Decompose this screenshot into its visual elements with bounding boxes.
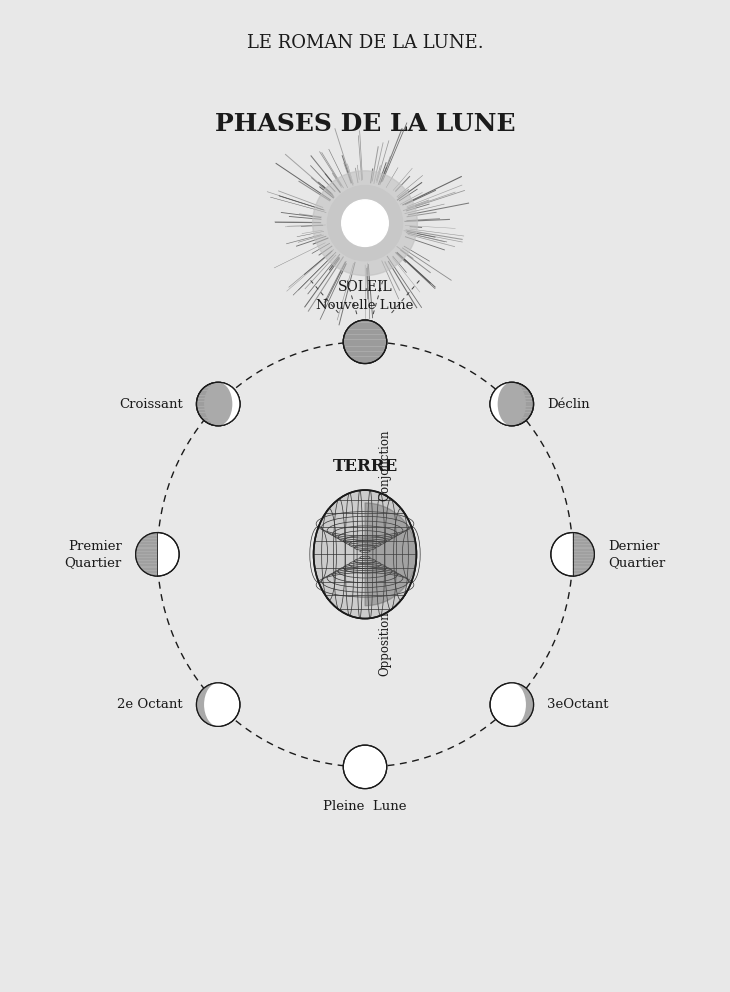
Circle shape [196,682,240,726]
Text: Pleine  Lune: Pleine Lune [323,801,407,813]
Text: Nouvelle Lune: Nouvelle Lune [316,300,414,312]
Text: LE ROMAN DE LA LUNE.: LE ROMAN DE LA LUNE. [247,35,483,53]
Wedge shape [196,682,218,726]
Text: Croissant: Croissant [119,398,182,411]
Ellipse shape [204,382,232,426]
Circle shape [312,171,418,276]
Text: SOLEIL: SOLEIL [338,281,393,295]
Circle shape [196,382,240,426]
Wedge shape [572,533,594,576]
Circle shape [136,533,179,576]
Circle shape [490,382,534,426]
Wedge shape [512,682,534,726]
Text: TERRE: TERRE [332,458,398,475]
Circle shape [343,745,387,789]
Text: 3eOctant: 3eOctant [548,698,609,711]
Text: Dernier
Quartier: Dernier Quartier [608,540,666,568]
Circle shape [328,186,402,261]
Circle shape [490,682,534,726]
Text: Conjonction: Conjonction [379,430,392,501]
Circle shape [490,382,534,426]
Text: Premier
Quartier: Premier Quartier [64,540,122,568]
Text: 2e Octant: 2e Octant [117,698,182,711]
Ellipse shape [498,682,526,726]
Wedge shape [365,503,416,606]
Wedge shape [218,382,240,426]
Text: Déclin: Déclin [548,398,590,411]
Circle shape [342,199,388,246]
Circle shape [343,320,387,363]
Circle shape [196,382,240,426]
Text: PHASES DE LA LUNE: PHASES DE LA LUNE [215,112,515,136]
Ellipse shape [498,382,526,426]
Ellipse shape [204,682,232,726]
Wedge shape [490,382,512,426]
Circle shape [343,320,387,363]
Ellipse shape [314,490,416,619]
Circle shape [551,533,594,576]
Wedge shape [136,533,158,576]
Text: Opposition: Opposition [379,611,392,676]
